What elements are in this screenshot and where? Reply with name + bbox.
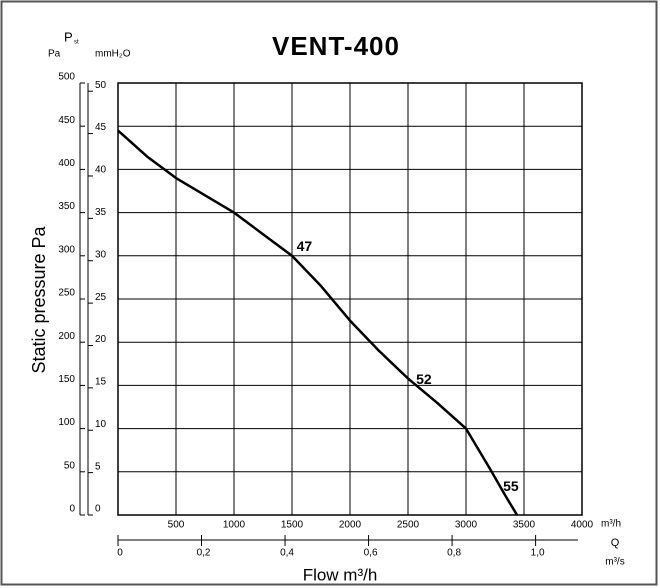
y-tick-label: 200 bbox=[58, 331, 75, 342]
x2-tick-label: 0,4 bbox=[280, 548, 294, 559]
x2-tick-label: 0,8 bbox=[447, 548, 461, 559]
x2-unit: m³/s bbox=[605, 557, 624, 568]
y2-tick-label: 25 bbox=[95, 292, 107, 303]
y-tick-label: 250 bbox=[58, 288, 75, 299]
y2-tick-label: 5 bbox=[95, 461, 101, 472]
y-tick-label: 500 bbox=[58, 72, 75, 83]
y2-unit: mmH₂O bbox=[95, 49, 131, 60]
x2-tick-label: 0,2 bbox=[197, 548, 211, 559]
x2-tick-label: 1,0 bbox=[531, 548, 545, 559]
annotation: 55 bbox=[503, 478, 519, 494]
y2-tick-label: 30 bbox=[95, 249, 107, 260]
y2-tick-label: 40 bbox=[95, 165, 107, 176]
x-tick-label: 2500 bbox=[397, 520, 420, 531]
y-tick-label: 0 bbox=[69, 504, 75, 515]
annotation: 47 bbox=[297, 238, 313, 254]
x2-tick-label: 0 bbox=[117, 548, 123, 559]
x-tick-label: 1500 bbox=[281, 520, 304, 531]
x-tick-label: 3000 bbox=[455, 520, 478, 531]
x2-symbol: Q bbox=[611, 537, 620, 549]
y-symbol-sub: st bbox=[74, 40, 79, 46]
x-tick-label: 2000 bbox=[339, 520, 362, 531]
y-unit: Pa bbox=[48, 49, 61, 60]
y-tick-label: 150 bbox=[58, 374, 75, 385]
y2-tick-label: 50 bbox=[95, 80, 107, 91]
chart-title: VENT-400 bbox=[272, 31, 400, 61]
y-symbol: P bbox=[64, 29, 73, 44]
y-tick-label: 100 bbox=[58, 417, 75, 428]
y2-tick-label: 45 bbox=[95, 122, 107, 133]
x-tick-label: 3500 bbox=[513, 520, 536, 531]
y-axis-label: Static pressure Pa bbox=[29, 225, 49, 373]
y-tick-label: 350 bbox=[58, 201, 75, 212]
y2-tick-label: 20 bbox=[95, 334, 107, 345]
x-tick-label: 500 bbox=[168, 520, 185, 531]
x-unit: m³/h bbox=[601, 519, 621, 530]
y2-tick-label: 15 bbox=[95, 377, 107, 388]
curve bbox=[117, 129, 519, 516]
y-tick-label: 300 bbox=[58, 244, 75, 255]
y-tick-label: 400 bbox=[58, 158, 75, 169]
y2-tick-label: 0 bbox=[95, 504, 101, 515]
x-tick-label: 4000 bbox=[571, 520, 594, 531]
y-tick-label: 450 bbox=[58, 115, 75, 126]
y2-tick-label: 10 bbox=[95, 419, 107, 430]
x-tick-label: 1000 bbox=[223, 520, 246, 531]
annotation: 52 bbox=[416, 371, 432, 387]
y-tick-label: 50 bbox=[64, 460, 76, 471]
y2-tick-label: 35 bbox=[95, 207, 107, 218]
x-axis-label: Flow m³/h bbox=[303, 565, 378, 584]
x2-tick-label: 0,6 bbox=[364, 548, 378, 559]
